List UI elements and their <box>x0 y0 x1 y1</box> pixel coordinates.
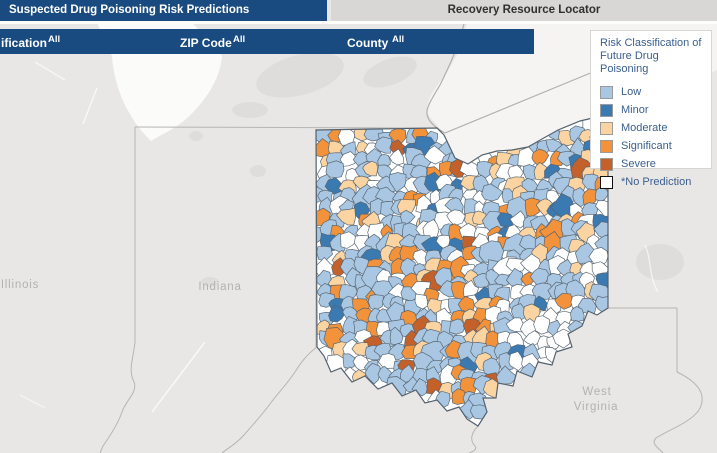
filter-risk-classification-value[interactable]: All <box>48 34 61 45</box>
zip-region[interactable] <box>377 153 391 168</box>
zip-region[interactable] <box>494 273 510 287</box>
zip-region[interactable] <box>476 160 493 179</box>
zip-region[interactable] <box>328 304 345 323</box>
filter-county-value[interactable]: All <box>392 34 405 45</box>
zip-region[interactable] <box>570 305 585 322</box>
zip-region[interactable] <box>481 183 504 202</box>
zip-region[interactable] <box>439 160 455 177</box>
legend-item--no-prediction[interactable]: *No Prediction <box>600 173 707 191</box>
zip-region[interactable] <box>552 328 572 349</box>
zip-region[interactable] <box>325 160 345 179</box>
legend-label: *No Prediction <box>621 176 692 188</box>
zip-region[interactable] <box>505 317 524 333</box>
zip-region[interactable] <box>377 353 397 369</box>
zip-region[interactable] <box>472 273 490 288</box>
zip-region[interactable] <box>342 353 357 369</box>
zip-region[interactable] <box>531 282 554 302</box>
zip-region[interactable] <box>339 151 358 167</box>
filter-risk-classification-label: ification <box>1 36 48 50</box>
zip-region[interactable] <box>423 145 448 165</box>
legend-label: Moderate <box>621 122 668 134</box>
legend-label: Significant <box>621 140 672 152</box>
legend-item-minor[interactable]: Minor <box>600 101 707 119</box>
zip-region[interactable] <box>594 185 609 202</box>
zip-region[interactable] <box>510 303 527 322</box>
legend-item-low[interactable]: Low <box>600 83 707 101</box>
state-label-virginia: Virginia <box>574 401 619 413</box>
tab-risk-predictions[interactable]: Suspected Drug Poisoning Risk Prediction… <box>0 0 327 21</box>
zip-region[interactable] <box>389 326 404 346</box>
zip-region[interactable] <box>339 231 358 249</box>
zip-region[interactable] <box>388 127 407 146</box>
zip-region[interactable] <box>362 160 379 177</box>
zip-region[interactable] <box>554 292 574 310</box>
zip-region[interactable] <box>588 247 608 267</box>
state-label-west: West <box>582 386 611 398</box>
tab-bar: Suspected Drug Poisoning Risk Prediction… <box>0 0 717 24</box>
zip-region[interactable] <box>412 249 430 267</box>
zip-region[interactable] <box>369 197 384 216</box>
legend-label: Low <box>621 86 642 98</box>
zip-region[interactable] <box>533 315 551 335</box>
filter-zip-code-label: ZIP Code <box>180 36 232 50</box>
zip-region[interactable] <box>451 388 468 405</box>
zip-region[interactable] <box>446 209 466 227</box>
zip-region[interactable] <box>523 330 543 346</box>
zip-region[interactable] <box>531 148 550 168</box>
legend-item-moderate[interactable]: Moderate <box>600 119 707 137</box>
zip-region[interactable] <box>595 200 615 218</box>
legend-title: Risk Classification of Future Drug Poiso… <box>600 37 702 75</box>
legend-swatch <box>600 139 613 153</box>
legend-label: Minor <box>621 104 649 116</box>
zip-region[interactable] <box>509 210 526 229</box>
zip-region[interactable] <box>364 362 381 385</box>
legend-swatch <box>600 157 613 171</box>
zip-region[interactable] <box>505 257 527 273</box>
legend-item-severe[interactable]: Severe <box>600 155 707 173</box>
legend-item-significant[interactable]: Significant <box>600 137 707 155</box>
filter-county-label: County <box>347 36 389 50</box>
risk-legend: Risk Classification of Future Drug Poiso… <box>590 30 712 189</box>
filter-bar: ification All ZIP Code All County All <box>0 29 534 54</box>
zip-region[interactable] <box>388 172 407 193</box>
zip-region[interactable] <box>374 136 393 154</box>
tab-underline <box>0 21 717 24</box>
legend-swatch <box>600 85 613 99</box>
state-label-indiana: Indiana <box>198 281 241 293</box>
zip-region[interactable] <box>524 197 540 218</box>
zip-region[interactable] <box>351 342 369 357</box>
zip-region[interactable] <box>449 318 466 335</box>
legend-swatch <box>600 103 613 117</box>
state-label-illinois: Illinois <box>1 279 39 291</box>
zip-region[interactable] <box>496 365 518 386</box>
zip-region[interactable] <box>367 294 384 312</box>
zip-region[interactable] <box>508 351 525 372</box>
legend-swatch <box>600 175 613 189</box>
legend-label: Severe <box>621 158 656 170</box>
zip-region[interactable] <box>582 188 600 208</box>
legend-swatch <box>600 121 613 135</box>
zip-region[interactable] <box>414 293 428 310</box>
zip-region[interactable] <box>389 148 405 166</box>
legend-items: Low Minor Moderate Significant Severe *No Pre… <box>600 83 707 191</box>
zip-region[interactable] <box>400 209 416 225</box>
tab-recovery-resource-locator[interactable]: Recovery Resource Locator <box>331 0 717 21</box>
filter-zip-code-value[interactable]: All <box>233 34 246 45</box>
